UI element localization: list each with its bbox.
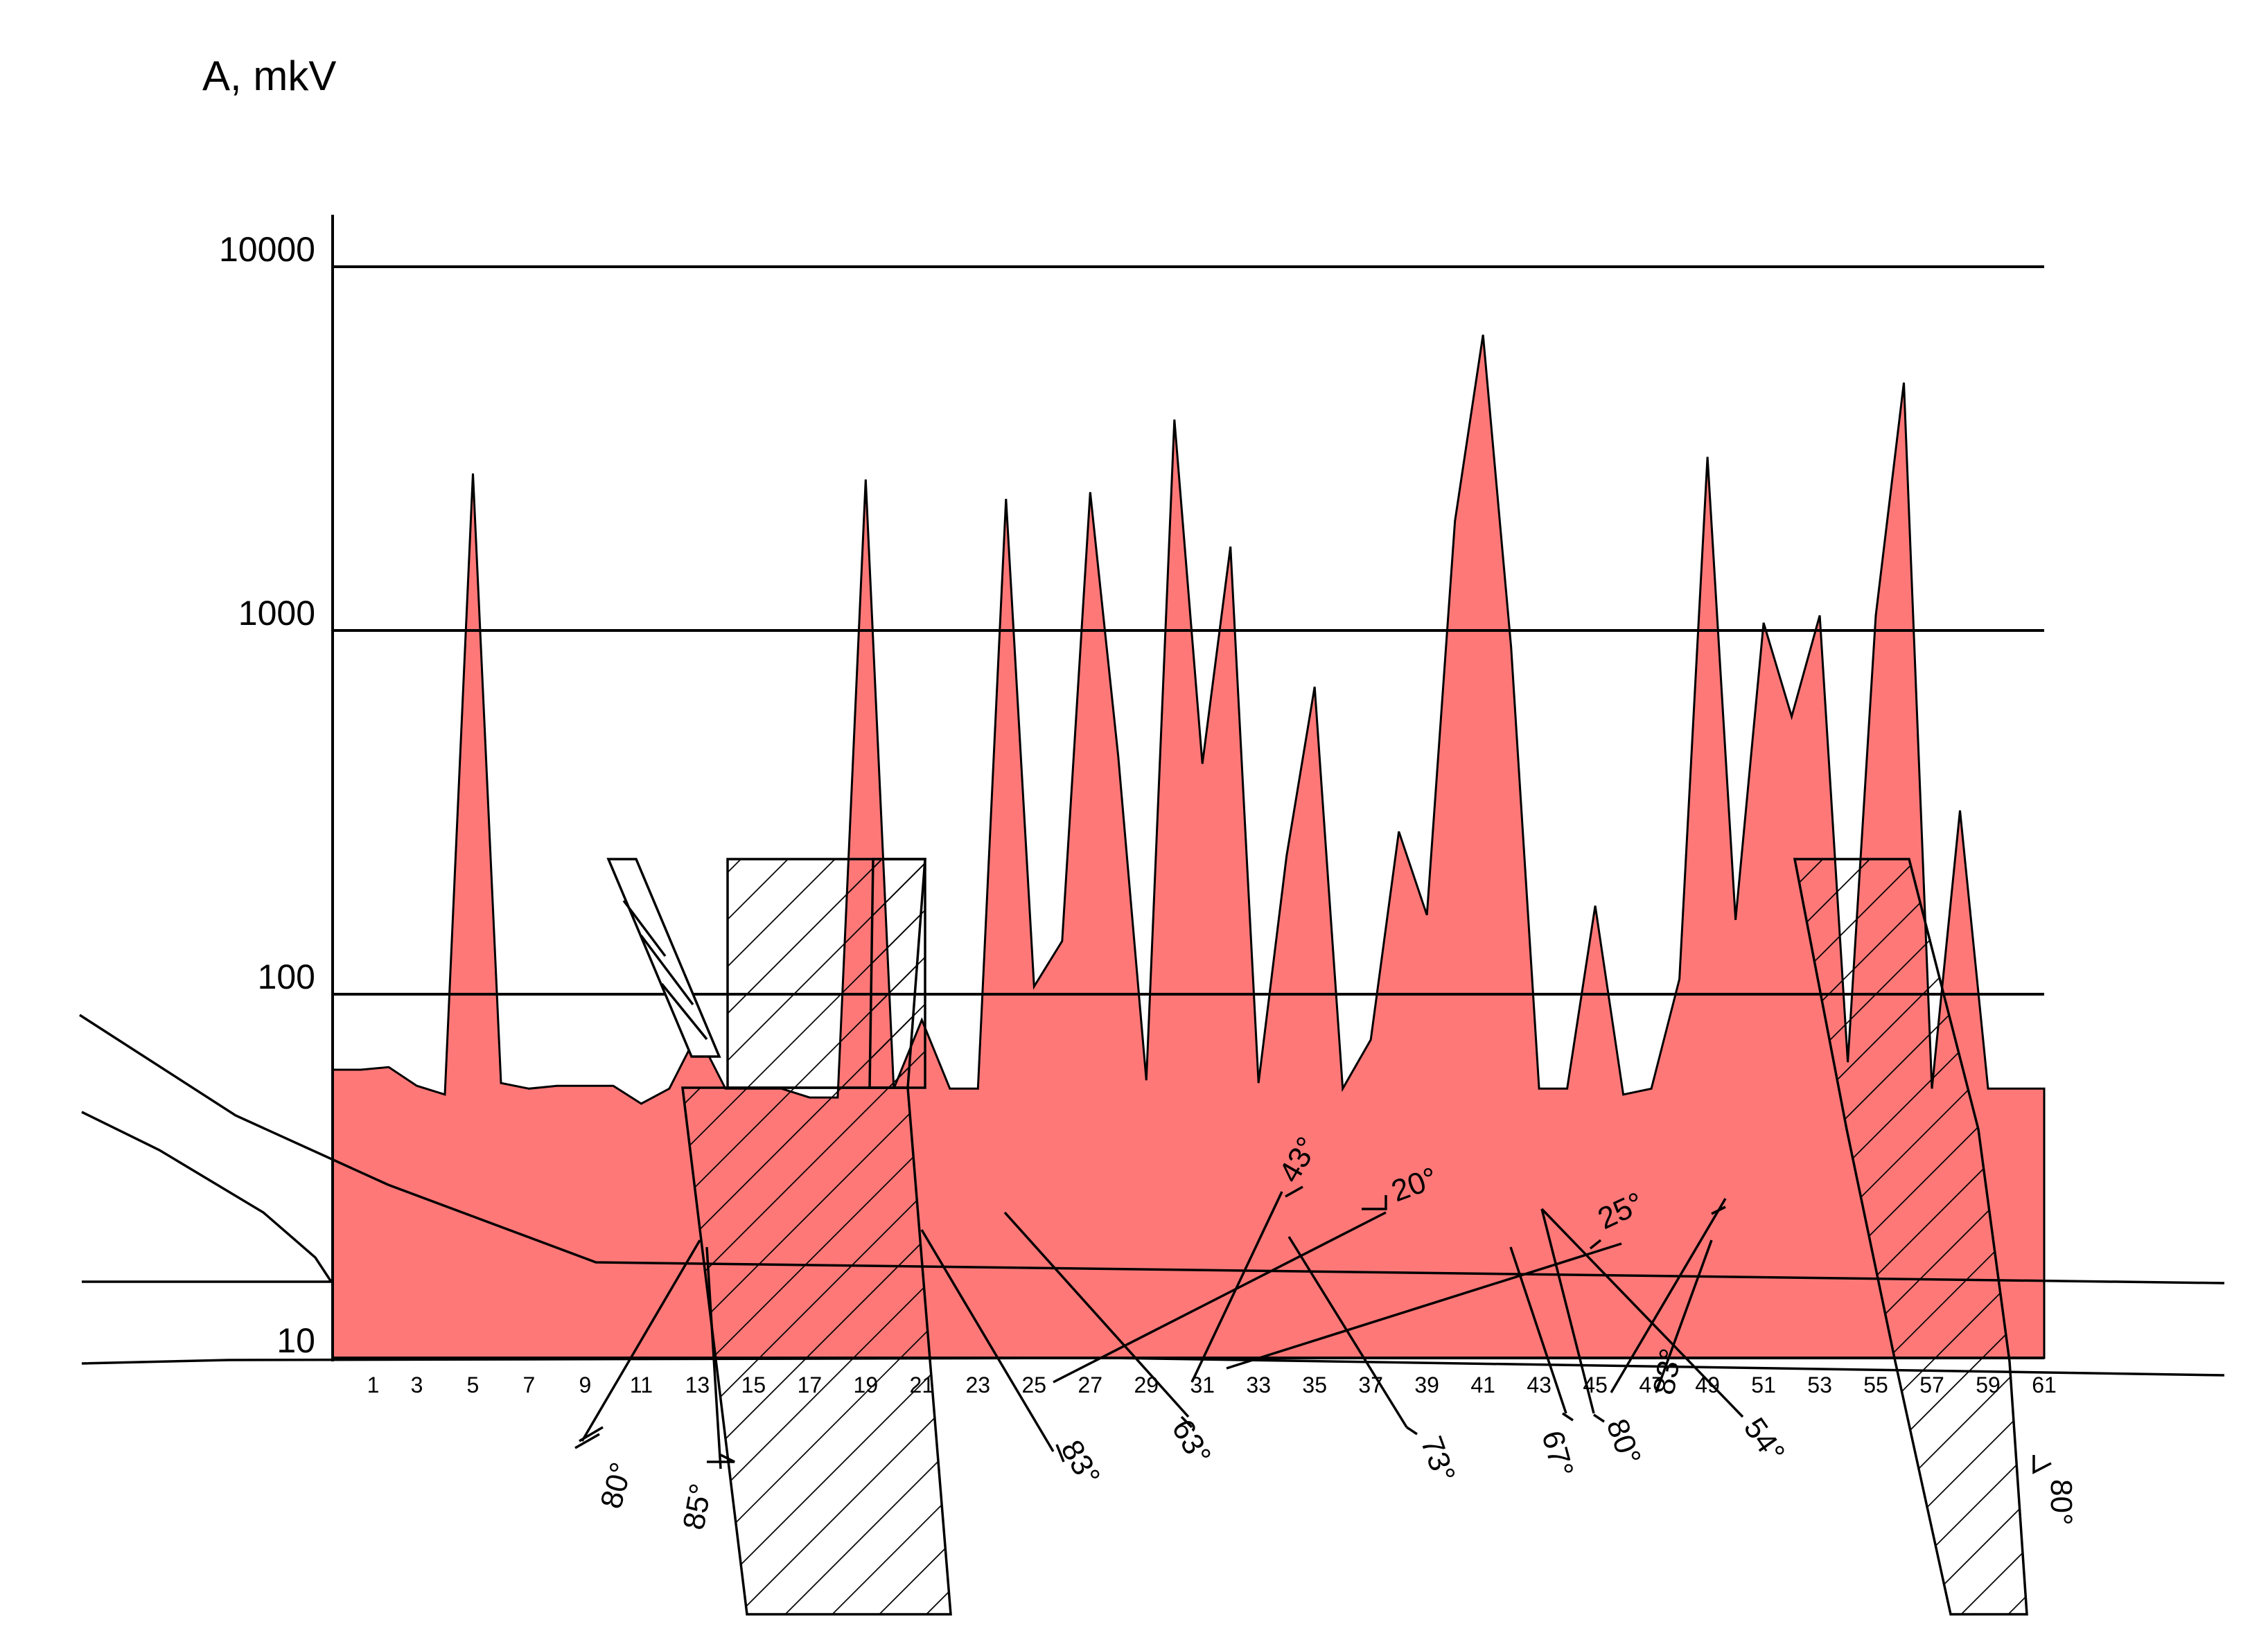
y-axis-title: A, mkV xyxy=(202,53,336,99)
y-tick-1000: 1000 xyxy=(238,594,315,633)
y-tick-labels: 10 100 1000 10000 xyxy=(219,230,315,1360)
x-tick-41: 41 xyxy=(1470,1372,1495,1397)
dip-label-63: 63° xyxy=(1165,1414,1217,1471)
left-contact-line-upper xyxy=(79,1014,2225,1284)
narrow-dike-hatch xyxy=(622,899,708,1041)
hatched-band-left-top xyxy=(868,858,926,1089)
y-tick-100: 100 xyxy=(258,957,315,996)
left-contact-line-lower xyxy=(81,1111,333,1282)
y-tick-10: 10 xyxy=(276,1321,315,1360)
strike-dip-symbols xyxy=(574,1185,2052,1474)
contact-line-80a xyxy=(581,1239,701,1442)
x-tick-11: 11 xyxy=(630,1372,653,1397)
x-tick-39: 39 xyxy=(1414,1372,1439,1397)
dip-label-83-right: 83° xyxy=(1647,1346,1689,1397)
contact-line-54b xyxy=(1610,1198,1727,1393)
contact-line-63 xyxy=(1003,1211,1190,1418)
x-tick-55: 55 xyxy=(1863,1372,1888,1397)
dip-label-83-left: 83° xyxy=(1054,1435,1107,1492)
x-tick-37: 37 xyxy=(1358,1372,1383,1397)
hatched-band-left xyxy=(681,1086,952,1616)
contact-line-73 xyxy=(1287,1236,1408,1428)
x-tick-23: 23 xyxy=(966,1372,991,1397)
dip-label-80-mid: 80° xyxy=(1600,1415,1648,1469)
contact-line-85 xyxy=(705,1246,722,1469)
x-tick-43: 43 xyxy=(1527,1372,1551,1397)
narrow-dike-body xyxy=(606,858,721,1058)
x-tick-35: 35 xyxy=(1302,1372,1327,1397)
x-tick-51: 51 xyxy=(1751,1372,1776,1397)
x-tick-33: 33 xyxy=(1246,1372,1271,1397)
dip-label-80-right: 80° xyxy=(2044,1479,2078,1526)
dip-label-73: 73° xyxy=(1414,1432,1462,1487)
x-tick-61: 61 xyxy=(2032,1372,2057,1397)
contact-line-83a xyxy=(920,1229,1055,1452)
x-tick-9: 9 xyxy=(579,1372,592,1397)
dip-label-54: 54° xyxy=(1737,1412,1791,1469)
area-series-layer xyxy=(331,334,2046,1359)
x-tick-25: 25 xyxy=(1021,1372,1046,1397)
contact-line-67 xyxy=(1509,1246,1567,1414)
x-tick-3: 3 xyxy=(411,1372,423,1397)
contact-line-20 xyxy=(1053,1211,1387,1384)
dip-label-67: 67° xyxy=(1535,1427,1580,1481)
x-tick-13: 13 xyxy=(685,1372,710,1397)
grid-lines xyxy=(333,265,2044,1359)
x-tick-53: 53 xyxy=(1807,1372,1832,1397)
x-tick-29: 29 xyxy=(1134,1372,1159,1397)
dip-label-85: 85° xyxy=(677,1481,719,1533)
x-tick-5: 5 xyxy=(467,1372,480,1397)
hatched-band-right xyxy=(1793,858,2028,1616)
contact-line-80b xyxy=(1540,1208,1595,1414)
amplitude-area xyxy=(331,334,2046,1359)
geology-overlay: 80° 85° 83° 63° 43° 20° 73° 25° 67° 80° … xyxy=(79,858,2225,1616)
y-tick-10000: 10000 xyxy=(219,230,315,269)
contact-line-43 xyxy=(1190,1191,1283,1383)
x-tick-27: 27 xyxy=(1078,1372,1102,1397)
x-tick-49: 49 xyxy=(1695,1372,1720,1397)
dip-label-80-left: 80° xyxy=(594,1459,639,1512)
contact-line-83b xyxy=(1655,1239,1713,1393)
x-tick-7: 7 xyxy=(523,1372,536,1397)
x-tick-1: 1 xyxy=(367,1372,380,1397)
contact-line-54 xyxy=(1540,1208,1744,1418)
